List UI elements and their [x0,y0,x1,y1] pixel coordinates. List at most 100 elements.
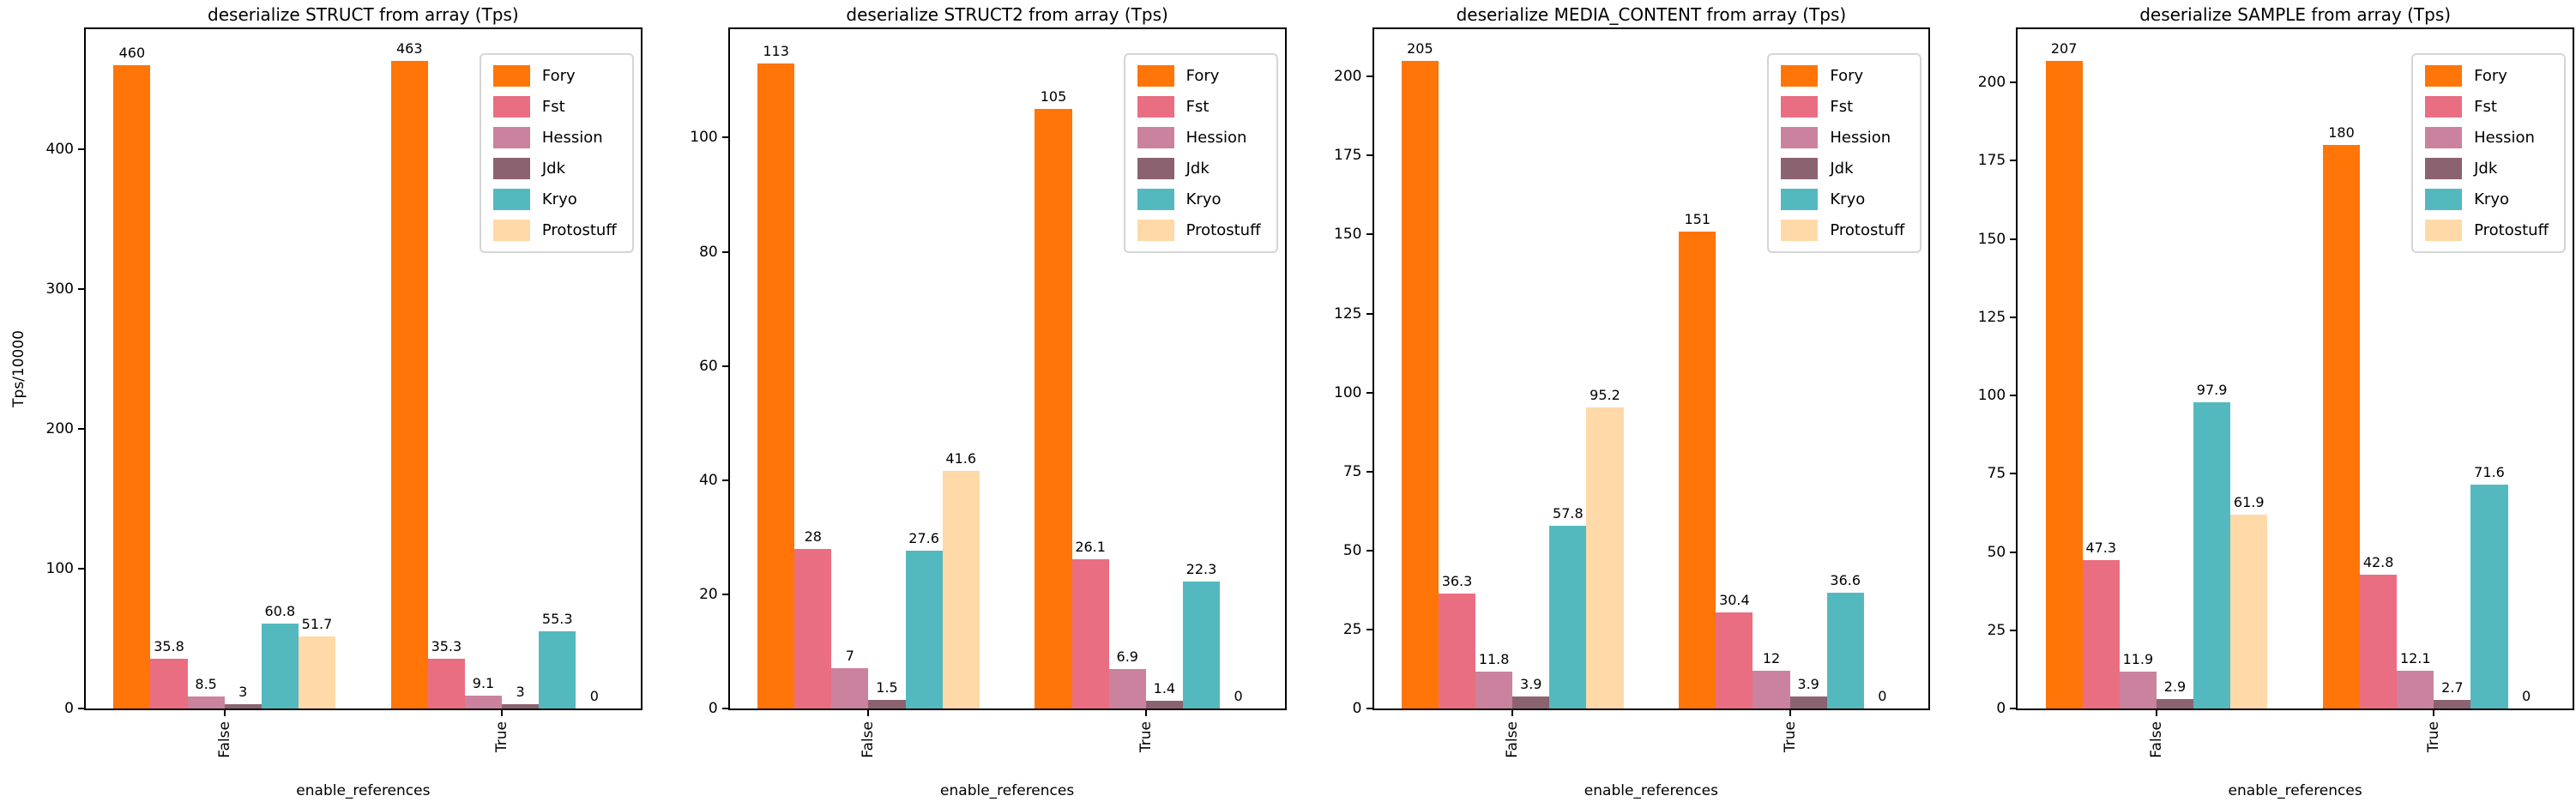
chart-title: deserialize SAMPLE from array (Tps) [2139,4,2452,25]
legend-item-fst: Fst [2425,96,2549,118]
plot-area: 0 100 200 300 400 False True 460 463 35.8 35.3 8.5 9… [46,27,642,758]
bar-value-label: 0 [589,688,599,704]
y-tick-mark [1366,154,1374,157]
bar-fst [794,548,832,709]
y-tick-mark [2010,473,2018,475]
bar-jdk [2156,699,2194,709]
bar-fory [390,61,428,709]
y-tick-label: 400 [45,141,74,159]
bar-value-label: 113 [763,42,789,59]
legend-label: Kryo [2474,190,2509,208]
legend-label: Fst [1830,97,1854,116]
chart-sample: deserialize SAMPLE from array (Tps) 0 25 5… [1932,0,2576,808]
bar-jdk [1512,696,1550,709]
bar-fst [1071,559,1109,709]
bar-fory [1401,60,1439,709]
bar-value-label: 60.8 [264,602,296,619]
bar-value-label: 35.8 [154,637,184,654]
legend-label: Jdk [1185,159,1210,178]
y-tick-label: 200 [1334,68,1362,86]
bar-jdk [2434,700,2471,709]
bar-value-label: 55.3 [541,610,573,627]
bar-value-label: 0 [1878,688,1887,704]
x-tick-label: False [860,721,878,758]
legend-item-hession: Hession [2425,127,2549,148]
y-tick-label: 0 [64,700,74,717]
hession-color-swatch [1137,127,1174,148]
bar-hession [464,696,503,709]
bar-value-label: 47.3 [2085,540,2117,557]
y-tick-label: 175 [1977,152,2006,170]
y-tick-mark [78,148,86,151]
legend: Fory Fst Hession Jdk Kryo Protostuff [2411,53,2566,253]
legend-label: Fst [1185,97,1210,116]
protostuff-color-swatch [492,220,530,241]
kryo-color-swatch [492,189,530,210]
legend-label: Fst [2474,97,2497,116]
x-tick-label: False [1504,721,1522,758]
bar-value-label: 207 [2050,39,2078,57]
y-tick-mark [2010,316,2018,318]
legend-item-fory: Fory [1781,65,1904,87]
bar-value-label: 3 [516,684,525,701]
x-tick-label: False [2147,721,2165,758]
y-tick-label: 20 [699,585,718,603]
bar-kryo [539,630,576,709]
y-tick-label: 100 [690,129,718,147]
legend: Fory Fst Hession Jdk Kryo Protostuff [1767,53,1922,253]
y-tick-mark [1366,549,1374,552]
y-tick-mark [1366,75,1374,78]
y-tick-mark [1366,628,1374,630]
bar-value-label: 97.9 [2196,381,2228,398]
bar-kryo [2193,401,2231,709]
bar-value-label: 36.6 [1830,572,1861,589]
bar-jdk [502,704,540,709]
legend-label: Hession [1830,128,1891,147]
bar-kryo [261,623,299,709]
kryo-color-swatch [2425,189,2463,210]
bar-kryo [1549,526,1587,709]
hession-color-swatch [492,127,530,148]
y-tick-label: 100 [1977,387,2006,405]
chart-title: deserialize STRUCT2 from array (Tps) [846,4,1168,25]
legend-label: Protostuff [2474,220,2549,239]
bar-value-label: 463 [395,40,423,57]
plot-area: 0 20 40 60 80 100 False True 113 105 28 26.1 7 6.9 1.5… [690,27,1287,758]
kryo-color-swatch [1781,189,1819,210]
bar-hession [2119,671,2157,709]
bar-value-label: 26.1 [1075,539,1106,556]
bar-kryo [905,551,943,709]
bar-fory [1035,109,1072,709]
y-tick-label: 25 [1987,621,2006,639]
protostuff-color-swatch [2425,220,2463,241]
x-axis-label: enable_references [940,782,1075,799]
chart-struct2: deserialize STRUCT2 from array (Tps) 0 20… [644,0,1288,808]
kryo-color-swatch [1137,189,1174,210]
y-tick-mark [2010,238,2018,240]
y-tick-mark [721,479,730,481]
legend: Fory Fst Hession Jdk Kryo Protostuff [479,53,634,253]
bar-value-label: 7 [845,648,854,665]
legend-item-kryo: Kryo [1137,189,1261,210]
y-tick-mark [1366,233,1374,236]
legend-label: Kryo [541,190,577,208]
bar-value-label: 30.4 [1719,592,1750,609]
x-axis-label: enable_references [2228,782,2362,799]
bar-fory [1679,231,1716,709]
legend-label: Fory [541,66,576,85]
bar-value-label: 71.6 [2474,463,2505,480]
fst-color-swatch [1781,96,1819,118]
bar-jdk [868,700,906,709]
bar-value-label: 61.9 [2233,494,2265,511]
bar-value-label: 12.1 [2399,649,2431,666]
bar-value-label: 9.1 [472,675,495,692]
bar-value-label: 2.9 [2163,678,2187,696]
y-tick-mark [721,708,730,709]
jdk-color-swatch [1137,158,1174,179]
bar-protostuff [1586,407,1624,709]
bar-value-label: 105 [1040,88,1067,106]
bar-protostuff [2230,515,2268,709]
y-tick-label: 175 [1334,147,1362,165]
y-tick-label: 50 [1342,541,1362,559]
bar-value-label: 41.6 [945,450,977,467]
